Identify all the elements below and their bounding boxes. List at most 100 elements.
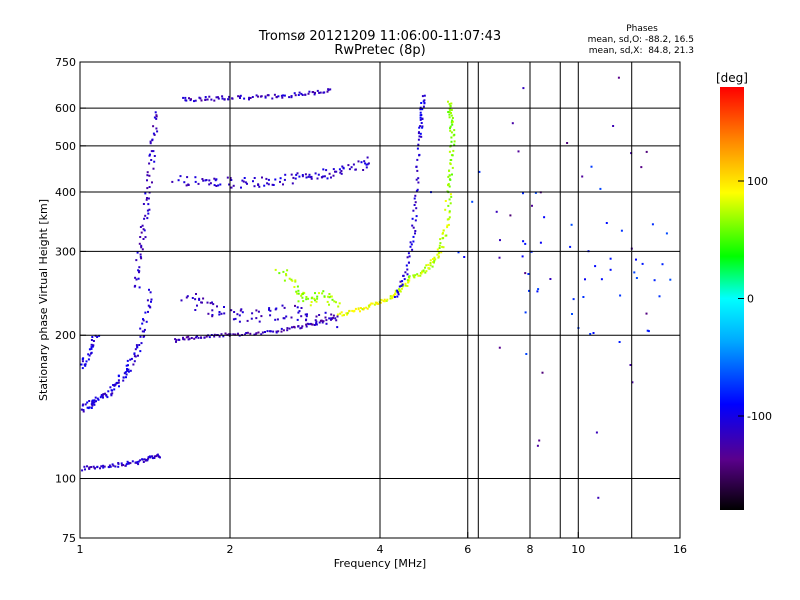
scatter-point — [436, 248, 439, 251]
scatter-point — [147, 457, 150, 460]
scatter-point — [182, 338, 185, 341]
scatter-point — [352, 163, 355, 166]
scatter-point — [418, 131, 420, 134]
scatter-point — [316, 89, 319, 92]
scatter-point — [301, 175, 304, 178]
scatter-point — [416, 273, 419, 276]
scatter-point — [416, 147, 419, 150]
scatter-point — [352, 310, 355, 313]
scatter-point — [131, 460, 134, 463]
scatter-point — [429, 264, 432, 267]
scatter-point — [449, 162, 452, 165]
scatter-point — [407, 281, 410, 284]
scatter-point — [177, 179, 180, 182]
scatter-point — [207, 312, 210, 315]
scatter-point — [90, 346, 93, 349]
scatter-point — [325, 322, 328, 325]
scatter-point — [113, 388, 116, 391]
scatter-point — [448, 116, 451, 119]
scatter-point — [453, 140, 456, 143]
scatter-point — [521, 255, 524, 258]
scatter-point — [296, 292, 299, 295]
scatter-point — [277, 95, 280, 98]
scatter-point — [661, 263, 664, 266]
scatter-point — [194, 99, 197, 102]
scatter-point — [314, 292, 316, 295]
scatter-point — [266, 182, 269, 185]
scatter-point — [310, 175, 313, 178]
scatter-point — [150, 298, 153, 301]
scatter-point — [298, 310, 301, 313]
scatter-point — [280, 330, 283, 333]
scatter-point — [84, 468, 86, 471]
scatter-point — [138, 270, 141, 273]
scatter-point — [451, 173, 453, 176]
scatter-point — [148, 186, 151, 188]
scatter-point — [566, 142, 569, 144]
scatter-point — [447, 111, 450, 113]
scatter-point — [371, 302, 374, 305]
scatter-point — [509, 214, 512, 217]
scatter-point — [310, 301, 313, 303]
scatter-point — [142, 461, 145, 463]
scatter-point — [635, 258, 637, 261]
scatter-point — [122, 464, 124, 466]
scatter-point — [617, 76, 620, 79]
scatter-point — [343, 314, 345, 317]
scatter-point — [619, 294, 622, 297]
scatter-point — [203, 336, 206, 339]
scatter-point — [447, 100, 449, 103]
scatter-point — [328, 303, 330, 306]
scatter-point — [125, 373, 128, 376]
scatter-point — [631, 381, 634, 384]
scatter-point — [417, 274, 420, 277]
scatter-point — [439, 242, 442, 245]
scatter-point — [259, 95, 262, 98]
scatter-point — [441, 245, 444, 248]
scatter-point — [328, 317, 331, 320]
scatter-point — [332, 316, 335, 319]
scatter-point — [155, 127, 158, 130]
scatter-point — [336, 313, 339, 316]
scatter-point — [91, 336, 94, 338]
scatter-point — [278, 272, 281, 275]
scatter-point — [138, 286, 141, 289]
scatter-point — [362, 169, 365, 171]
scatter-point — [148, 191, 151, 194]
scatter-point — [137, 463, 140, 466]
scatter-point — [401, 285, 404, 288]
scatter-point — [316, 177, 319, 180]
scatter-point — [200, 301, 203, 304]
scatter-point — [90, 339, 93, 341]
scatter-point — [389, 295, 392, 298]
scatter-point — [154, 111, 157, 114]
scatter-point — [200, 336, 203, 339]
scatter-point — [570, 223, 573, 226]
scatter-point — [141, 322, 144, 325]
scatter-point — [448, 211, 451, 214]
scatter-point — [252, 180, 254, 183]
scatter-point — [115, 381, 118, 384]
scatter-point — [146, 299, 149, 302]
scatter-point — [265, 177, 268, 180]
scatter-point — [136, 345, 139, 348]
scatter-point — [255, 309, 258, 312]
scatter-point — [215, 178, 218, 181]
scatter-point — [146, 197, 148, 199]
scatter-point — [295, 290, 298, 293]
scatter-point — [80, 408, 83, 411]
scatter-point — [309, 304, 312, 307]
scatter-point — [148, 288, 150, 291]
scatter-point — [404, 271, 407, 274]
scatter-point — [217, 96, 219, 99]
scatter-point — [290, 95, 293, 98]
scatter-point — [135, 344, 138, 347]
scatter-point — [90, 351, 93, 354]
scatter-point — [364, 162, 367, 165]
scatter-point — [315, 300, 318, 303]
x-tick-label: 10 — [571, 543, 585, 556]
scatter-point — [419, 132, 422, 135]
scatter-point — [224, 332, 227, 335]
scatter-point — [149, 306, 152, 309]
scatter-point — [155, 115, 158, 118]
